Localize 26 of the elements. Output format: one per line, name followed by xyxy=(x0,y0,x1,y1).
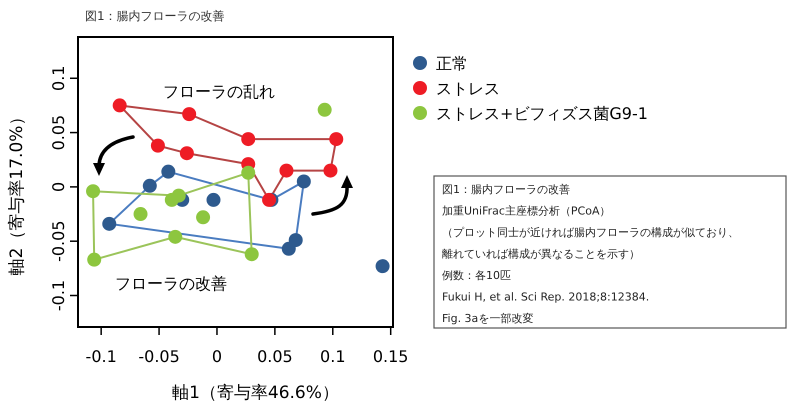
x-tick-label: -0.1 xyxy=(86,347,117,366)
y-axis-title: 軸2（寄与率17.0%） xyxy=(7,108,27,276)
x-tick-label: 0.1 xyxy=(320,347,346,366)
legend-label: ストレス xyxy=(436,79,500,98)
x-tick-label: 0 xyxy=(212,347,222,366)
text: Fukui H, et al. Sci Rep. 2018;8:12384. xyxy=(442,290,650,304)
y-tick-label: -0.05 xyxy=(49,220,68,262)
y-tick-label: 0.1 xyxy=(49,66,68,91)
caption: 図1：腸内フローラの改善 xyxy=(442,183,570,196)
caption: Fig. 3aを一部改変 xyxy=(442,312,534,325)
text: （プロット同士が近ければ腸内フローラの構成が似ており、 xyxy=(442,226,739,239)
chart-title: 図1：腸内フローラの改善 xyxy=(85,9,225,23)
annotation: フローラの改善 xyxy=(115,274,227,293)
x-axis-title: 軸1（寄与率46.6%） xyxy=(172,383,339,403)
x-tick-label: -0.05 xyxy=(138,347,180,366)
text: 加重UniFrac主座標分析（PCoA） xyxy=(442,204,610,218)
y-tick-label: 0 xyxy=(49,182,68,192)
text: 例数：各10匹 xyxy=(442,269,511,282)
legend-label: ストレス+ビフィズス菌G9-1 xyxy=(436,104,648,123)
text: 離れていれば構成が異なることを示す） xyxy=(442,248,640,260)
legend-label: 正常 xyxy=(436,54,468,73)
y-tick-label: 0.05 xyxy=(49,114,68,150)
annotation: フローラの乱れ xyxy=(163,82,275,101)
x-tick-label: 0.15 xyxy=(372,347,408,366)
y-tick-label: -0.1 xyxy=(49,280,68,312)
x-tick-label: 0.05 xyxy=(257,347,293,366)
